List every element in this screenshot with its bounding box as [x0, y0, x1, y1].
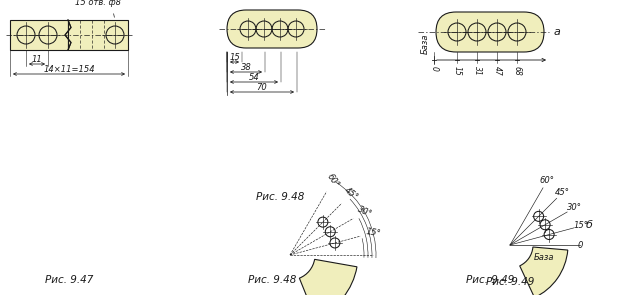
- FancyBboxPatch shape: [227, 10, 317, 48]
- Text: 14×11=154: 14×11=154: [43, 65, 95, 75]
- Text: Рис. 9.48: Рис. 9.48: [248, 275, 296, 285]
- Text: Рис. 9.49: Рис. 9.49: [466, 275, 514, 285]
- Text: Рис. 9.48: Рис. 9.48: [256, 192, 304, 202]
- Bar: [68, 20, 128, 50]
- Text: 31: 31: [473, 66, 481, 76]
- Wedge shape: [299, 259, 357, 295]
- Text: 0: 0: [430, 66, 439, 71]
- Text: Рис. 9.49: Рис. 9.49: [486, 277, 534, 287]
- Text: 15°: 15°: [365, 227, 381, 238]
- Text: База: База: [421, 34, 430, 55]
- Text: 15: 15: [229, 53, 240, 63]
- Text: 30°: 30°: [567, 204, 582, 212]
- Text: Рис. 9.47: Рис. 9.47: [45, 275, 93, 285]
- Text: 38: 38: [241, 63, 251, 73]
- Text: 45°: 45°: [342, 186, 360, 202]
- Text: б: б: [586, 220, 593, 230]
- Text: 54: 54: [249, 73, 259, 83]
- Wedge shape: [520, 247, 568, 295]
- Text: 68: 68: [513, 66, 521, 76]
- Bar: [10, 20, 68, 50]
- Text: 15°: 15°: [574, 221, 589, 230]
- Text: 15: 15: [452, 66, 462, 76]
- Text: 15 отв. ф8: 15 отв. ф8: [75, 0, 121, 7]
- Text: 30°: 30°: [356, 205, 373, 219]
- Text: База: База: [534, 253, 554, 262]
- FancyBboxPatch shape: [436, 12, 544, 52]
- Text: 60°: 60°: [325, 172, 341, 189]
- Text: 11: 11: [32, 55, 42, 65]
- Text: 45°: 45°: [555, 188, 570, 197]
- Text: 70: 70: [257, 83, 267, 93]
- Text: 47: 47: [493, 66, 501, 76]
- Text: 60°: 60°: [539, 176, 554, 186]
- Text: 0: 0: [578, 240, 583, 250]
- Text: а: а: [554, 27, 561, 37]
